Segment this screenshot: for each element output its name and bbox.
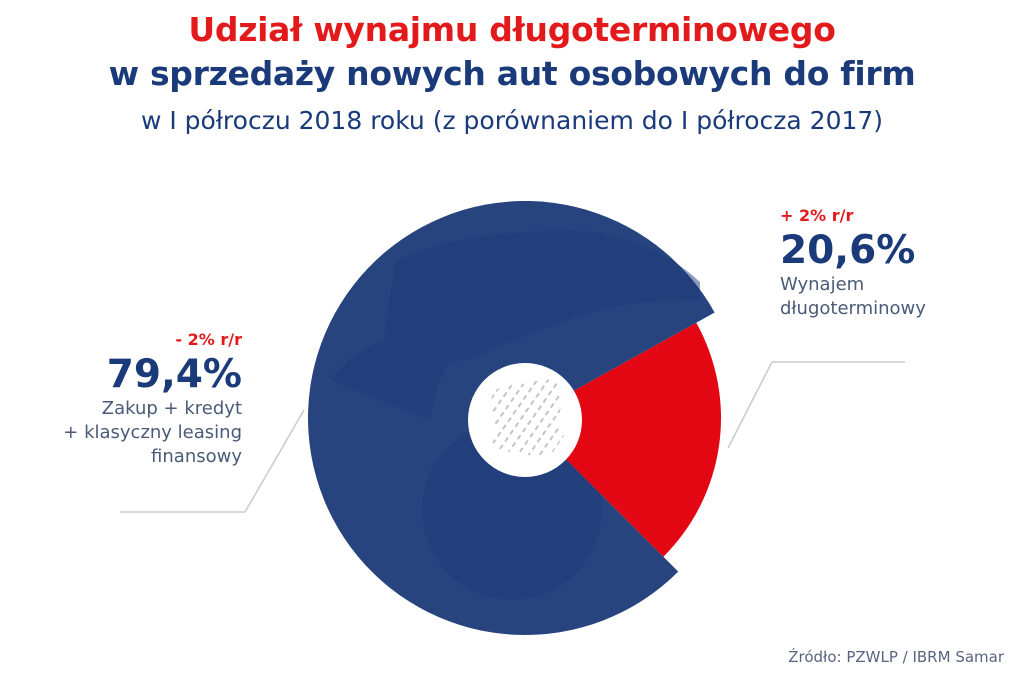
slice-label-purchase: - 2% r/r 79,4% Zakup + kredyt + klasyczn… bbox=[20, 330, 242, 469]
leader-line-left bbox=[120, 409, 305, 513]
change-rental: + 2% r/r bbox=[780, 206, 854, 225]
slice-label-rental: + 2% r/r 20,6% Wynajem długoterminowy bbox=[780, 206, 1020, 321]
chart-subtitle: w I półroczu 2018 roku (z porównaniem do… bbox=[140, 106, 884, 135]
desc-purchase-line3: finansowy bbox=[151, 446, 242, 467]
desc-rental-line2: długoterminowy bbox=[780, 298, 926, 319]
poland-map-icon bbox=[489, 378, 564, 457]
value-purchase: 79,4% bbox=[106, 352, 242, 397]
desc-rental-line1: Wynajem bbox=[780, 274, 865, 295]
pie-slice-rental bbox=[525, 322, 721, 557]
chart-title-line1: Udział wynajmu długoterminowego bbox=[188, 10, 836, 49]
change-purchase: - 2% r/r bbox=[175, 330, 242, 349]
leader-line-right bbox=[727, 361, 905, 449]
value-rental: 20,6% bbox=[780, 228, 916, 273]
desc-purchase-line1: Zakup + kredyt bbox=[101, 398, 242, 419]
donut-hole bbox=[468, 363, 582, 477]
chart-title-line2: w sprzedaży nowych aut osobowych do firm bbox=[108, 54, 916, 93]
desc-purchase-line2: + klasyczny leasing bbox=[63, 422, 242, 443]
source-note: Źródło: PZWLP / IBRM Samar bbox=[788, 648, 1004, 666]
